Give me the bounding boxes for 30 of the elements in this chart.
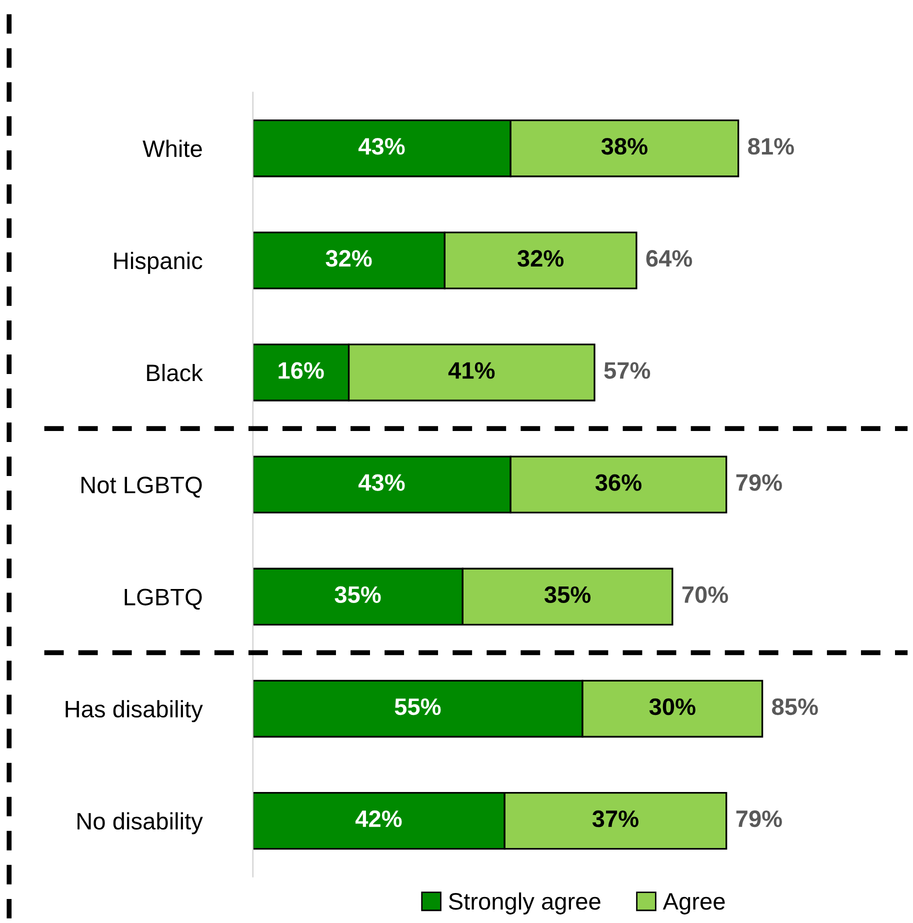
data-label: 16% [278, 362, 324, 379]
data-label: 41% [448, 362, 495, 379]
data-label: 43% [358, 138, 405, 155]
data-label: 55% [394, 698, 441, 716]
total-label: 64% [646, 250, 692, 267]
y-tick-label: Not LGBTQ [82, 476, 202, 498]
data-label: 32% [517, 250, 564, 267]
y-tick-label: No disability [78, 812, 203, 834]
data-label: 43% [358, 474, 405, 491]
data-label: 42% [355, 810, 402, 828]
data-label: 32% [326, 250, 372, 267]
total-label: 85% [772, 698, 818, 716]
data-label: 37% [592, 810, 638, 828]
data-label: 38% [601, 138, 648, 155]
total-label: 70% [682, 586, 728, 603]
legend-label: Agree [662, 893, 725, 914]
y-tick-label: Has disability [66, 700, 203, 722]
y-tick-label: Hispanic [114, 252, 202, 274]
data-label: 35% [544, 586, 591, 604]
total-label: 57% [604, 362, 650, 379]
data-label: 30% [649, 698, 696, 716]
total-label: 79% [736, 474, 782, 491]
y-tick-label: LGBTQ [124, 588, 202, 610]
legend-label: Strongly agree [448, 892, 600, 914]
y-tick-label: Black [147, 364, 203, 382]
y-tick-label: White [142, 140, 202, 158]
total-label: 81% [748, 138, 794, 155]
total-label: 79% [736, 810, 782, 828]
data-label: 35% [334, 586, 381, 604]
data-label: 36% [595, 474, 642, 491]
